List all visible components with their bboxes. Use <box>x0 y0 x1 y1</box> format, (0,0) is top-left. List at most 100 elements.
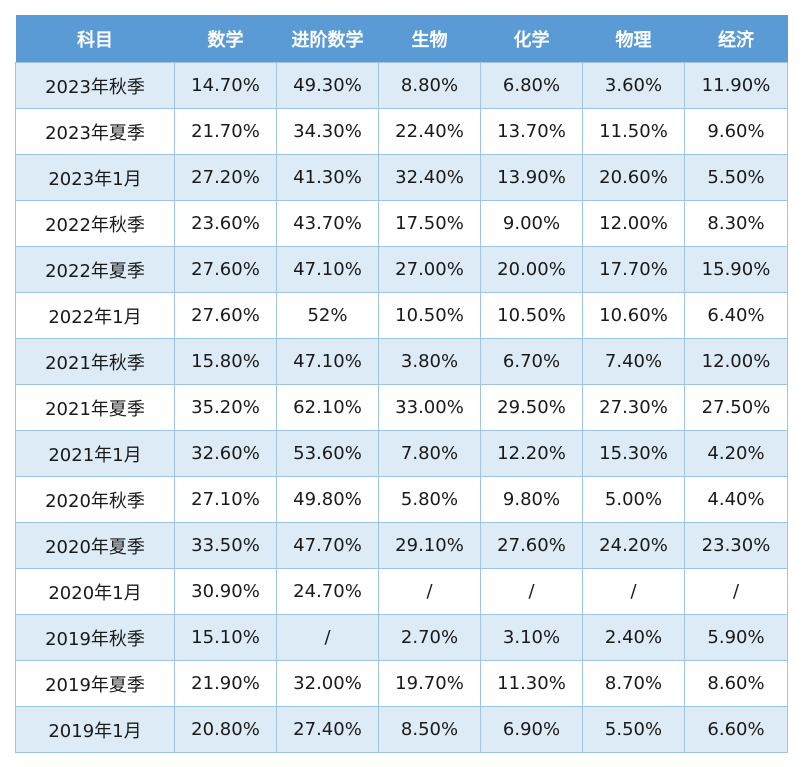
math-cell: 15.80% <box>174 338 277 385</box>
economics-cell: 11.90% <box>684 62 788 109</box>
header-cell-chemistry: 化学 <box>480 15 583 63</box>
chemistry-cell: 6.80% <box>480 62 583 109</box>
economics-cell: 15.90% <box>684 246 788 293</box>
table-row: 2021年1月 32.60% 53.60% 7.80% 12.20% 15.30% 4.20… <box>15 430 788 477</box>
table-row: 2020年秋季 27.10% 49.80% 5.80% 9.80% 5.00% 4.40% <box>15 476 788 523</box>
biology-cell: 33.00% <box>378 384 481 431</box>
session-cell: 2023年夏季 <box>15 108 175 155</box>
further-math-cell: 47.70% <box>276 522 379 569</box>
biology-cell: 29.10% <box>378 522 481 569</box>
biology-cell: 17.50% <box>378 200 481 247</box>
header-cell-math: 数学 <box>174 15 277 63</box>
economics-cell: 23.30% <box>684 522 788 569</box>
physics-cell: 7.40% <box>582 338 685 385</box>
chemistry-cell: 9.80% <box>480 476 583 523</box>
session-cell: 2020年秋季 <box>15 476 175 523</box>
table-row: 2023年1月 27.20% 41.30% 32.40% 13.90% 20.60% 5.5… <box>15 154 788 201</box>
math-cell: 32.60% <box>174 430 277 477</box>
table-row: 2023年秋季 14.70% 49.30% 8.80% 6.80% 3.60% 11.90% <box>15 62 788 109</box>
chemistry-cell: 12.20% <box>480 430 583 477</box>
physics-cell: 12.00% <box>582 200 685 247</box>
header-row: 科目 数学 进阶数学 生物 化学 物理 经济 <box>15 15 788 63</box>
math-cell: 21.70% <box>174 108 277 155</box>
math-cell: 35.20% <box>174 384 277 431</box>
further-math-cell: 49.80% <box>276 476 379 523</box>
economics-cell: / <box>684 568 788 615</box>
table-row: 2022年1月 27.60% 52% 10.50% 10.50% 10.60% 6.40% <box>15 292 788 339</box>
biology-cell: 22.40% <box>378 108 481 155</box>
further-math-cell: 53.60% <box>276 430 379 477</box>
biology-cell: 10.50% <box>378 292 481 339</box>
header-cell-physics: 物理 <box>582 15 685 63</box>
chemistry-cell: 20.00% <box>480 246 583 293</box>
biology-cell: 32.40% <box>378 154 481 201</box>
further-math-cell: 49.30% <box>276 62 379 109</box>
table-row: 2021年秋季 15.80% 47.10% 3.80% 6.70% 7.40% 12.00% <box>15 338 788 385</box>
session-cell: 2023年秋季 <box>15 62 175 109</box>
math-cell: 20.80% <box>174 706 277 753</box>
table-row: 2019年1月 20.80% 27.40% 8.50% 6.90% 5.50% 6.60% <box>15 706 788 753</box>
header-cell-subject: 科目 <box>15 15 175 63</box>
further-math-cell: 47.10% <box>276 246 379 293</box>
session-cell: 2020年1月 <box>15 568 175 615</box>
biology-cell: 19.70% <box>378 660 481 707</box>
economics-cell: 9.60% <box>684 108 788 155</box>
physics-cell: 10.60% <box>582 292 685 339</box>
session-cell: 2022年秋季 <box>15 200 175 247</box>
math-cell: 27.60% <box>174 246 277 293</box>
physics-cell: 27.30% <box>582 384 685 431</box>
biology-cell: 5.80% <box>378 476 481 523</box>
chemistry-cell: 9.00% <box>480 200 583 247</box>
biology-cell: 7.80% <box>378 430 481 477</box>
economics-cell: 4.20% <box>684 430 788 477</box>
economics-cell: 12.00% <box>684 338 788 385</box>
session-cell: 2021年1月 <box>15 430 175 477</box>
chemistry-cell: 11.30% <box>480 660 583 707</box>
further-math-cell: 27.40% <box>276 706 379 753</box>
session-cell: 2020年夏季 <box>15 522 175 569</box>
chemistry-cell: 6.90% <box>480 706 583 753</box>
further-math-cell: 32.00% <box>276 660 379 707</box>
chemistry-cell: 10.50% <box>480 292 583 339</box>
physics-cell: 11.50% <box>582 108 685 155</box>
math-cell: 27.10% <box>174 476 277 523</box>
economics-cell: 5.50% <box>684 154 788 201</box>
table-row: 2023年夏季 21.70% 34.30% 22.40% 13.70% 11.50% 9.6… <box>15 108 788 155</box>
math-cell: 33.50% <box>174 522 277 569</box>
math-cell: 21.90% <box>174 660 277 707</box>
chemistry-cell: 6.70% <box>480 338 583 385</box>
table-row: 2019年夏季 21.90% 32.00% 19.70% 11.30% 8.70% 8.60… <box>15 660 788 707</box>
economics-cell: 6.40% <box>684 292 788 339</box>
further-math-cell: 52% <box>276 292 379 339</box>
biology-cell: 2.70% <box>378 614 481 661</box>
further-math-cell: 24.70% <box>276 568 379 615</box>
table-row: 2019年秋季 15.10%/2.70% 3.10% 2.40% 5.90% <box>15 614 788 661</box>
economics-cell: 8.30% <box>684 200 788 247</box>
header-cell-further-math: 进阶数学 <box>276 15 379 63</box>
chemistry-cell: / <box>480 568 583 615</box>
table-header: 科目 数学 进阶数学 生物 化学 物理 经济 <box>15 15 788 63</box>
physics-cell: 15.30% <box>582 430 685 477</box>
further-math-cell: / <box>276 614 379 661</box>
chemistry-cell: 13.90% <box>480 154 583 201</box>
physics-cell: 20.60% <box>582 154 685 201</box>
physics-cell: 5.50% <box>582 706 685 753</box>
table-row: 2020年夏季 33.50% 47.70% 29.10% 27.60% 24.20% 23.… <box>15 522 788 569</box>
table-row: 2022年秋季 23.60% 43.70% 17.50% 9.00% 12.00% 8.30… <box>15 200 788 247</box>
economics-cell: 6.60% <box>684 706 788 753</box>
header-cell-economics: 经济 <box>684 15 788 63</box>
math-cell: 27.20% <box>174 154 277 201</box>
economics-cell: 4.40% <box>684 476 788 523</box>
chemistry-cell: 27.60% <box>480 522 583 569</box>
table-row: 2021年夏季 35.20% 62.10% 33.00% 29.50% 27.30% 27.… <box>15 384 788 431</box>
biology-cell: 8.50% <box>378 706 481 753</box>
math-cell: 23.60% <box>174 200 277 247</box>
math-cell: 14.70% <box>174 62 277 109</box>
table-row: 2022年夏季 27.60% 47.10% 27.00% 20.00% 17.70% 15.… <box>15 246 788 293</box>
table-body: 2023年秋季 14.70% 49.30% 8.80% 6.80% 3.60% 11.90%… <box>15 62 788 753</box>
economics-cell: 5.90% <box>684 614 788 661</box>
session-cell: 2019年1月 <box>15 706 175 753</box>
further-math-cell: 34.30% <box>276 108 379 155</box>
physics-cell: / <box>582 568 685 615</box>
chemistry-cell: 13.70% <box>480 108 583 155</box>
